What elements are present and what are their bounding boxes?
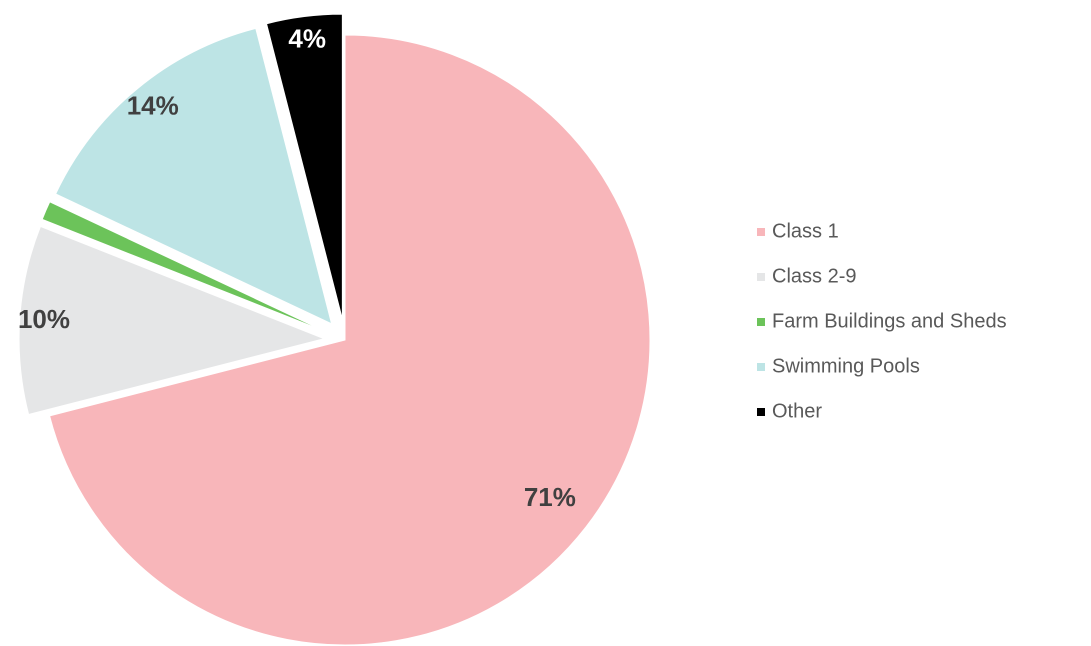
legend-swatch (757, 318, 765, 326)
legend-label: Farm Buildings and Sheds (772, 310, 1007, 332)
legend-label: Other (772, 400, 822, 422)
data-label: 14% (127, 90, 179, 120)
pie-slice (265, 13, 343, 320)
legend-swatch (757, 273, 765, 281)
pie-slice (41, 201, 326, 333)
pie-slice (48, 34, 651, 646)
pie-slice (54, 27, 333, 325)
legend-label: Class 1 (772, 220, 839, 242)
data-label: 71% (524, 482, 576, 512)
legend-label: Swimming Pools (772, 355, 920, 377)
legend-swatch (757, 363, 765, 371)
legend-swatch (757, 228, 765, 236)
data-label: 10% (18, 304, 70, 334)
pie-slice (18, 225, 326, 416)
legend-label: Class 2-9 (772, 265, 856, 287)
data-label: 4% (288, 24, 326, 54)
legend-swatch (757, 408, 765, 416)
